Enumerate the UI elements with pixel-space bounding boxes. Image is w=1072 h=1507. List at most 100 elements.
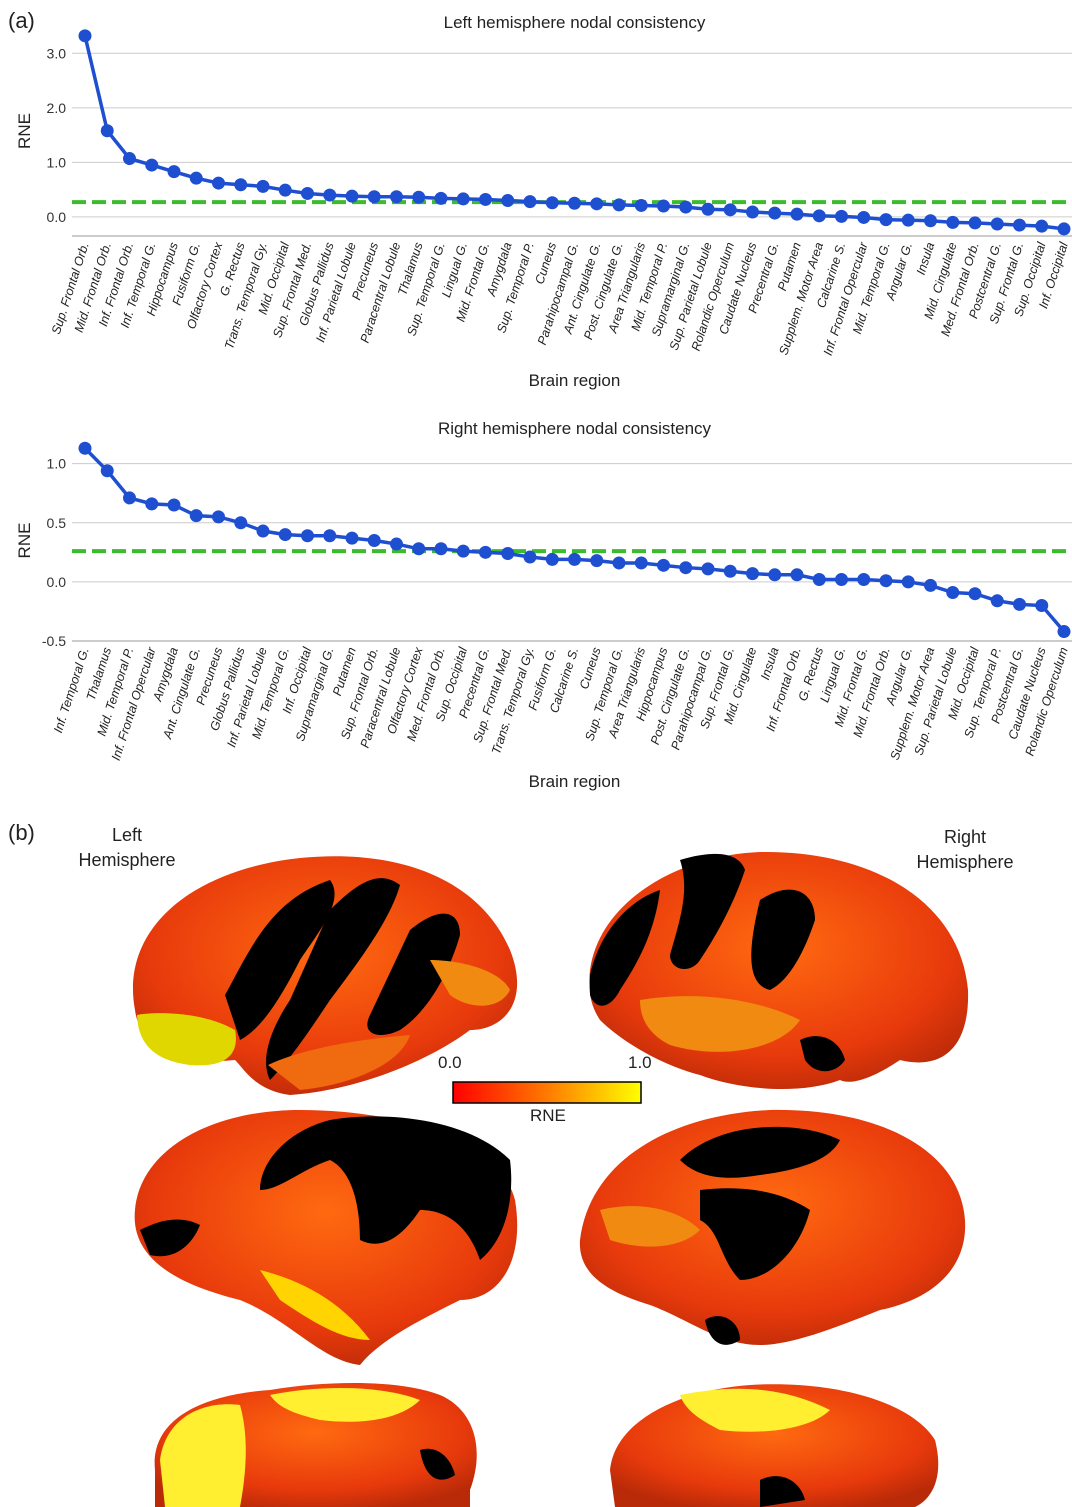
data-point — [857, 573, 871, 587]
data-point — [278, 183, 292, 197]
rne-colorbar — [452, 1081, 642, 1104]
data-point — [790, 568, 804, 582]
data-point — [123, 152, 136, 166]
left-lateral-brain — [132, 856, 518, 1095]
data-point — [434, 542, 448, 556]
data-point — [256, 179, 270, 193]
data-point — [523, 550, 537, 564]
data-point — [78, 441, 92, 455]
right-hemisphere-label: Right Hemisphere — [916, 827, 1014, 872]
data-point — [879, 213, 893, 227]
data-point — [634, 556, 648, 570]
data-point — [145, 497, 159, 511]
colorbar-title: RNE — [530, 1106, 566, 1125]
y-tick-label: 1.0 — [47, 154, 67, 170]
data-point — [746, 205, 759, 219]
y-tick-label: 3.0 — [47, 45, 67, 61]
y-tick-label: -0.5 — [42, 633, 66, 649]
left-ventral-brain — [154, 1383, 477, 1507]
y-tick-label: 0.0 — [47, 209, 67, 225]
data-point — [857, 210, 871, 224]
data-point — [456, 192, 470, 206]
left-medial-brain — [134, 1110, 518, 1365]
y-tick-label: 0.0 — [47, 574, 67, 590]
data-point — [479, 545, 492, 559]
data-point — [189, 509, 203, 523]
data-point — [812, 573, 826, 587]
data-point — [657, 558, 670, 572]
panel-label-a: (a) — [8, 8, 35, 33]
data-point — [301, 186, 314, 200]
data-point — [679, 200, 693, 214]
data-point — [746, 567, 759, 581]
data-point — [723, 564, 737, 578]
y-tick-label: 1.0 — [47, 456, 67, 472]
data-point — [100, 124, 114, 138]
data-point — [590, 197, 604, 211]
data-point — [212, 510, 225, 524]
data-point — [1035, 219, 1049, 233]
data-point — [835, 573, 848, 587]
data-point — [167, 498, 181, 512]
data-point — [367, 534, 381, 547]
chart-title: Left hemisphere nodal consistency — [444, 13, 706, 32]
data-point — [167, 165, 181, 179]
data-point — [657, 199, 670, 213]
data-point — [345, 189, 359, 203]
data-point — [768, 568, 782, 582]
data-point — [367, 190, 381, 204]
data-point — [189, 171, 203, 185]
data-point — [278, 528, 292, 542]
data-point — [590, 554, 604, 568]
data-point — [479, 192, 492, 206]
data-point — [901, 213, 915, 227]
data-point — [1057, 222, 1071, 236]
data-point — [901, 575, 915, 589]
data-point — [545, 196, 559, 210]
colorbar-max-label: 1.0 — [628, 1053, 652, 1072]
data-point — [434, 191, 448, 205]
data-point — [835, 209, 848, 223]
x-axis-label: Brain region — [529, 371, 621, 390]
data-point — [568, 552, 581, 566]
right-lateral-brain — [589, 851, 969, 1090]
data-point — [412, 542, 426, 556]
data-point — [790, 207, 804, 221]
y-axis-label: RNE — [15, 523, 34, 559]
data-point — [456, 544, 470, 558]
y-tick-label: 0.5 — [47, 515, 67, 531]
data-point — [968, 587, 982, 601]
data-point — [634, 198, 648, 212]
panel-label-b: (b) — [8, 820, 35, 845]
left-hemisphere-chart: Left hemisphere nodal consistency 0.0 1.0 2… — [15, 13, 1072, 390]
data-point — [523, 195, 537, 209]
data-point — [568, 196, 581, 210]
data-point — [812, 209, 826, 223]
data-point — [145, 158, 159, 172]
right-medial-brain — [579, 1109, 966, 1345]
data-point — [234, 178, 248, 192]
right-ventral-brain — [610, 1384, 939, 1507]
y-axis-label: RNE — [15, 113, 34, 149]
data-point — [968, 216, 982, 230]
data-point — [78, 29, 92, 43]
colorbar-min-label: 0.0 — [438, 1053, 462, 1072]
data-point — [612, 556, 626, 570]
data-point — [412, 190, 426, 204]
data-point — [390, 537, 403, 551]
data-point — [100, 464, 114, 478]
data-point — [301, 529, 314, 543]
data-point — [545, 552, 559, 566]
data-point — [946, 215, 960, 229]
data-point — [501, 194, 515, 208]
data-point — [701, 202, 715, 216]
data-point — [1035, 599, 1049, 613]
data-point — [946, 586, 960, 600]
data-point — [1013, 597, 1026, 611]
data-point — [501, 547, 515, 561]
data-point — [323, 188, 337, 202]
data-point — [679, 561, 693, 575]
data-point — [768, 206, 782, 220]
data-point — [256, 524, 270, 538]
